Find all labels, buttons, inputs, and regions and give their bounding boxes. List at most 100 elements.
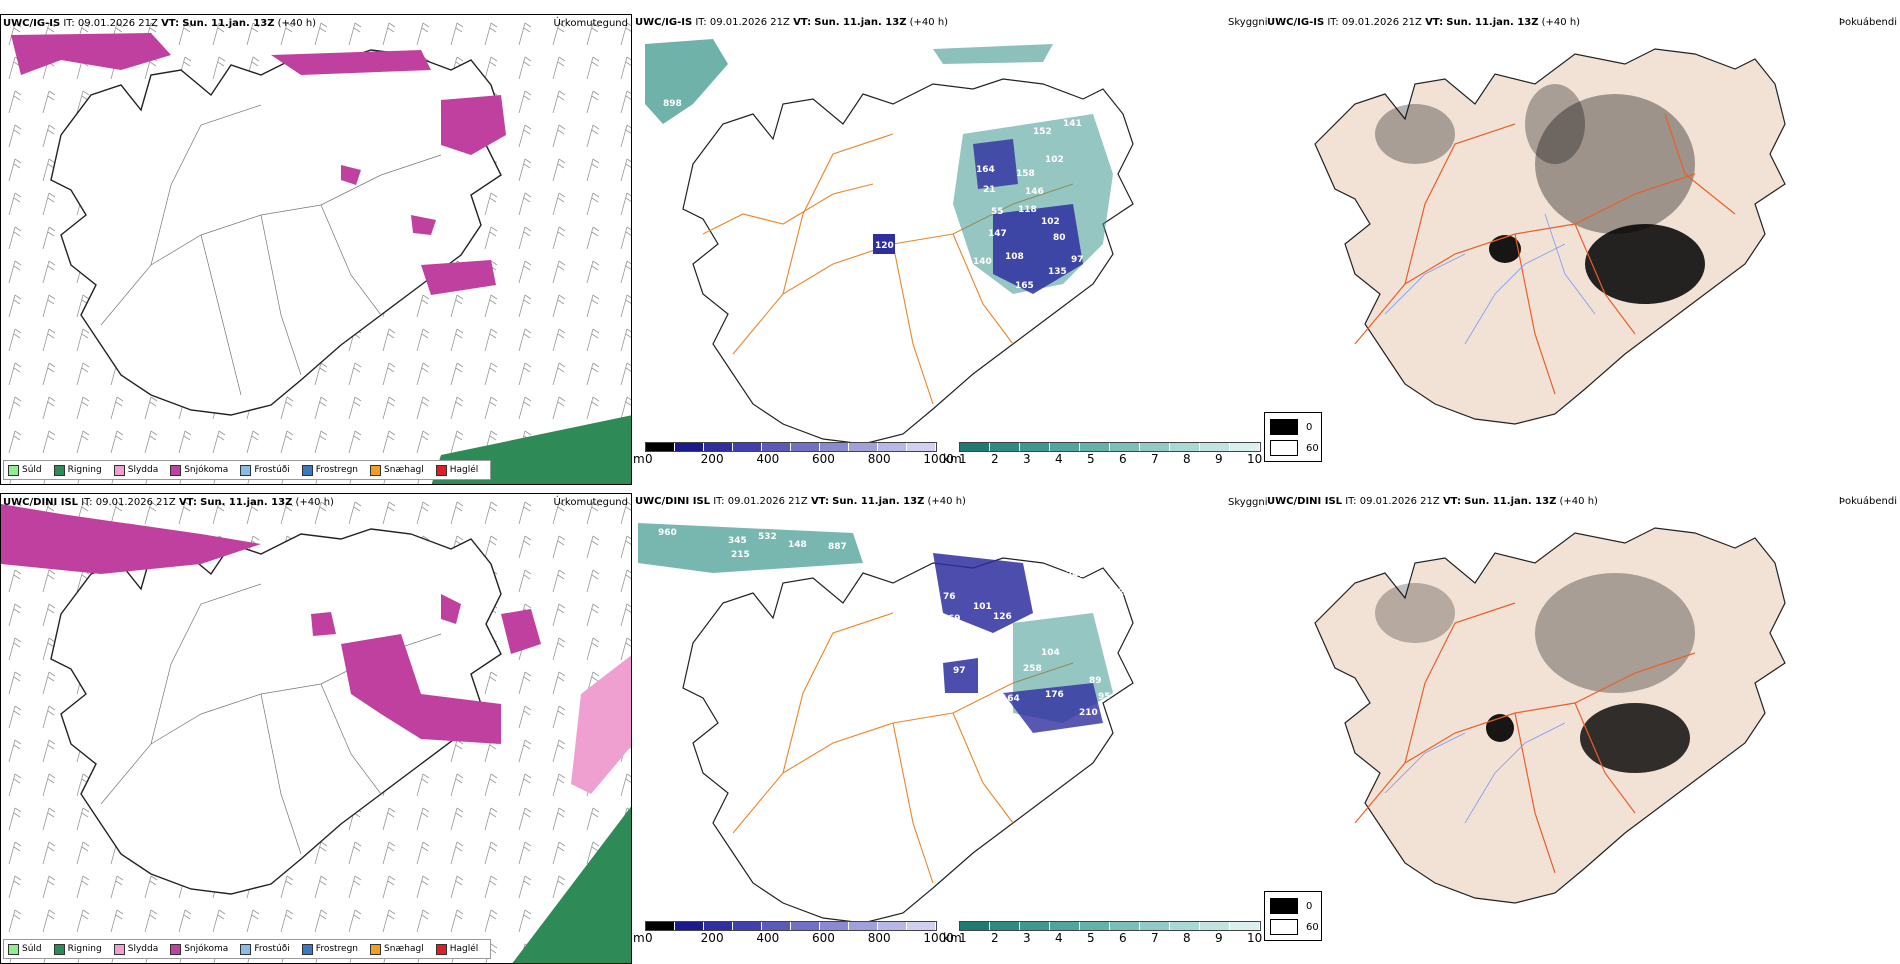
vis-label: 362 — [1074, 584, 1093, 594]
road-network — [100, 104, 442, 396]
vis-label: 215 — [731, 550, 750, 560]
colorbar-tick: 3 — [1023, 452, 1031, 466]
colorbar-segment — [1080, 443, 1110, 451]
colorbar-segment — [1080, 922, 1110, 930]
colorbar-tick: 4 — [1055, 931, 1063, 945]
vis-label: 148 — [788, 540, 807, 550]
panel-header: UWC/DINI ISL IT: 09.01.2026 21Z VT: Sun.… — [635, 496, 966, 507]
colorbar-segment — [646, 922, 675, 930]
colorbar-segment — [1200, 443, 1230, 451]
precip-map — [1, 494, 631, 963]
colorbar-tick: 2 — [991, 931, 999, 945]
fog-legend-item: 0 — [1270, 419, 1312, 435]
legend-item-sleet: Slydda — [113, 464, 158, 476]
legend-item-snow: Snjókoma — [170, 943, 228, 955]
precip-type-panel-row2: UWC/DINI ISL IT: 09.01.2026 21Z VT: Sun.… — [0, 493, 632, 964]
colorbar-segment — [990, 922, 1020, 930]
visibility-value-labels: 898 152 141 102 164 21 158 146 55 118 10… — [663, 99, 1084, 291]
panel-header: UWC/IG-IS IT: 09.01.2026 21Z VT: Sun. 11… — [3, 18, 317, 29]
vis-label: 960 — [658, 528, 677, 538]
vis-label: 101 — [973, 602, 992, 612]
panel-title: Þokuábendi — [1838, 17, 1897, 28]
colorbar-segment — [1200, 922, 1230, 930]
colorbar-unit: m — [633, 452, 645, 466]
visibility-km-colorbar: km 1 2 3 4 5 6 7 8 9 10 — [943, 921, 1263, 951]
vis-label: 247 — [1066, 570, 1085, 580]
colorbar-segment — [849, 922, 878, 930]
vis-label: 152 — [1033, 127, 1052, 137]
visibility-m-colorbar: m 0 200 400 600 800 1000 — [633, 442, 954, 472]
colorbar-segment — [990, 443, 1020, 451]
colorbar-segment — [1110, 922, 1140, 930]
vis-label: 21 — [983, 185, 996, 195]
fog-legend: 0 60 — [1264, 891, 1322, 941]
vis-label: 210 — [1079, 708, 1098, 718]
fog-legend-item: 60 — [1270, 919, 1319, 935]
vis-label: 158 — [1016, 169, 1035, 179]
swatch — [8, 464, 19, 476]
visibility-m-colorbar: m 0 200 400 600 800 1000 — [633, 921, 954, 951]
colorbar-tick: 8 — [1183, 452, 1191, 466]
colorbar-tick: 5 — [1087, 452, 1095, 466]
vis-label: 258 — [1023, 664, 1042, 674]
low-visibility-area — [873, 114, 1113, 294]
vis-label: 80 — [1053, 233, 1066, 243]
legend-item-drizzle: Súld — [8, 943, 42, 955]
legend-item-rain: Rigning — [53, 943, 102, 955]
colorbar-segment — [1140, 922, 1170, 930]
colorbar-tick: 200 — [700, 452, 724, 466]
colorbar-segment — [849, 443, 878, 451]
colorbar-segment — [960, 922, 990, 930]
vis-label: 102 — [1041, 217, 1060, 227]
colorbar-segment — [1170, 443, 1200, 451]
vis-label: 120 — [875, 241, 894, 251]
swatch — [370, 943, 382, 955]
panel-header: UWC/DINI ISL IT: 09.01.2026 21Z VT: Sun.… — [1267, 496, 1598, 507]
colorbar-strip — [645, 442, 937, 452]
colorbar-segment — [878, 443, 907, 451]
precip-legend: Súld Rigning Slydda Snjókoma Frostúði Fr… — [3, 460, 492, 480]
fog-map — [1314, 48, 1786, 425]
vis-label: 141 — [1063, 119, 1082, 129]
colorbar-segment — [704, 922, 733, 930]
swatch — [170, 464, 182, 476]
swatch — [1270, 898, 1298, 914]
vis-label: 221 — [1175, 612, 1194, 622]
swatch — [8, 943, 19, 955]
colorbar-tick: 5 — [1087, 931, 1095, 945]
colorbar-segment — [733, 922, 762, 930]
colorbar-segment — [907, 443, 936, 451]
swatch — [301, 943, 313, 955]
swatch — [435, 943, 447, 955]
colorbar-segment — [646, 443, 675, 451]
colorbar-segment — [907, 922, 936, 930]
colorbar-segment — [820, 922, 849, 930]
precip-legend: Súld Rigning Slydda Snjókoma Frostúði Fr… — [3, 939, 492, 959]
colorbar-tick: 1000 — [923, 452, 954, 466]
colorbar-segment — [1140, 443, 1170, 451]
vis-label: 164 — [976, 165, 995, 175]
colorbar-tick: 400 — [756, 452, 780, 466]
colorbar-segment — [733, 443, 762, 451]
vis-label: 126 — [993, 612, 1012, 622]
visibility-km-colorbar: km 1 2 3 4 5 6 7 8 9 10 — [943, 442, 1263, 472]
colorbar-unit: m — [633, 931, 645, 945]
fog-legend-item: 0 — [1270, 898, 1312, 914]
colorbar-segment — [675, 443, 704, 451]
colorbar-tick: 2 — [991, 452, 999, 466]
vis-label: 104 — [1041, 648, 1060, 658]
colorbar-tick: 9 — [1215, 452, 1223, 466]
panel-title: Skyggni — [1228, 497, 1268, 508]
fog-map — [1314, 527, 1786, 904]
vis-label: 201 — [1118, 588, 1137, 598]
panel-title: Úrkomutegund — [553, 18, 628, 29]
legend-item-freezing-rain: Frostregn — [301, 943, 358, 955]
colorbar-tick: 800 — [867, 931, 891, 945]
colorbar-tick: 9 — [1215, 931, 1223, 945]
road-network — [1354, 113, 1736, 395]
swatch — [240, 464, 252, 476]
snow-areas — [11, 33, 506, 295]
legend-item-freezing-drizzle: Frostúði — [240, 464, 290, 476]
vis-label: 108 — [1005, 252, 1024, 262]
vis-label: 345 — [728, 536, 747, 546]
